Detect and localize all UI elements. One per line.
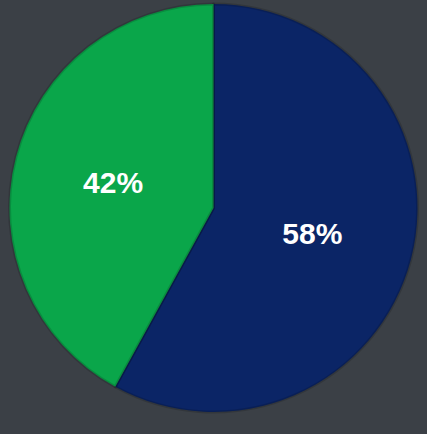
svg-text:42%: 42% [83, 166, 143, 199]
svg-text:58%: 58% [282, 217, 342, 250]
